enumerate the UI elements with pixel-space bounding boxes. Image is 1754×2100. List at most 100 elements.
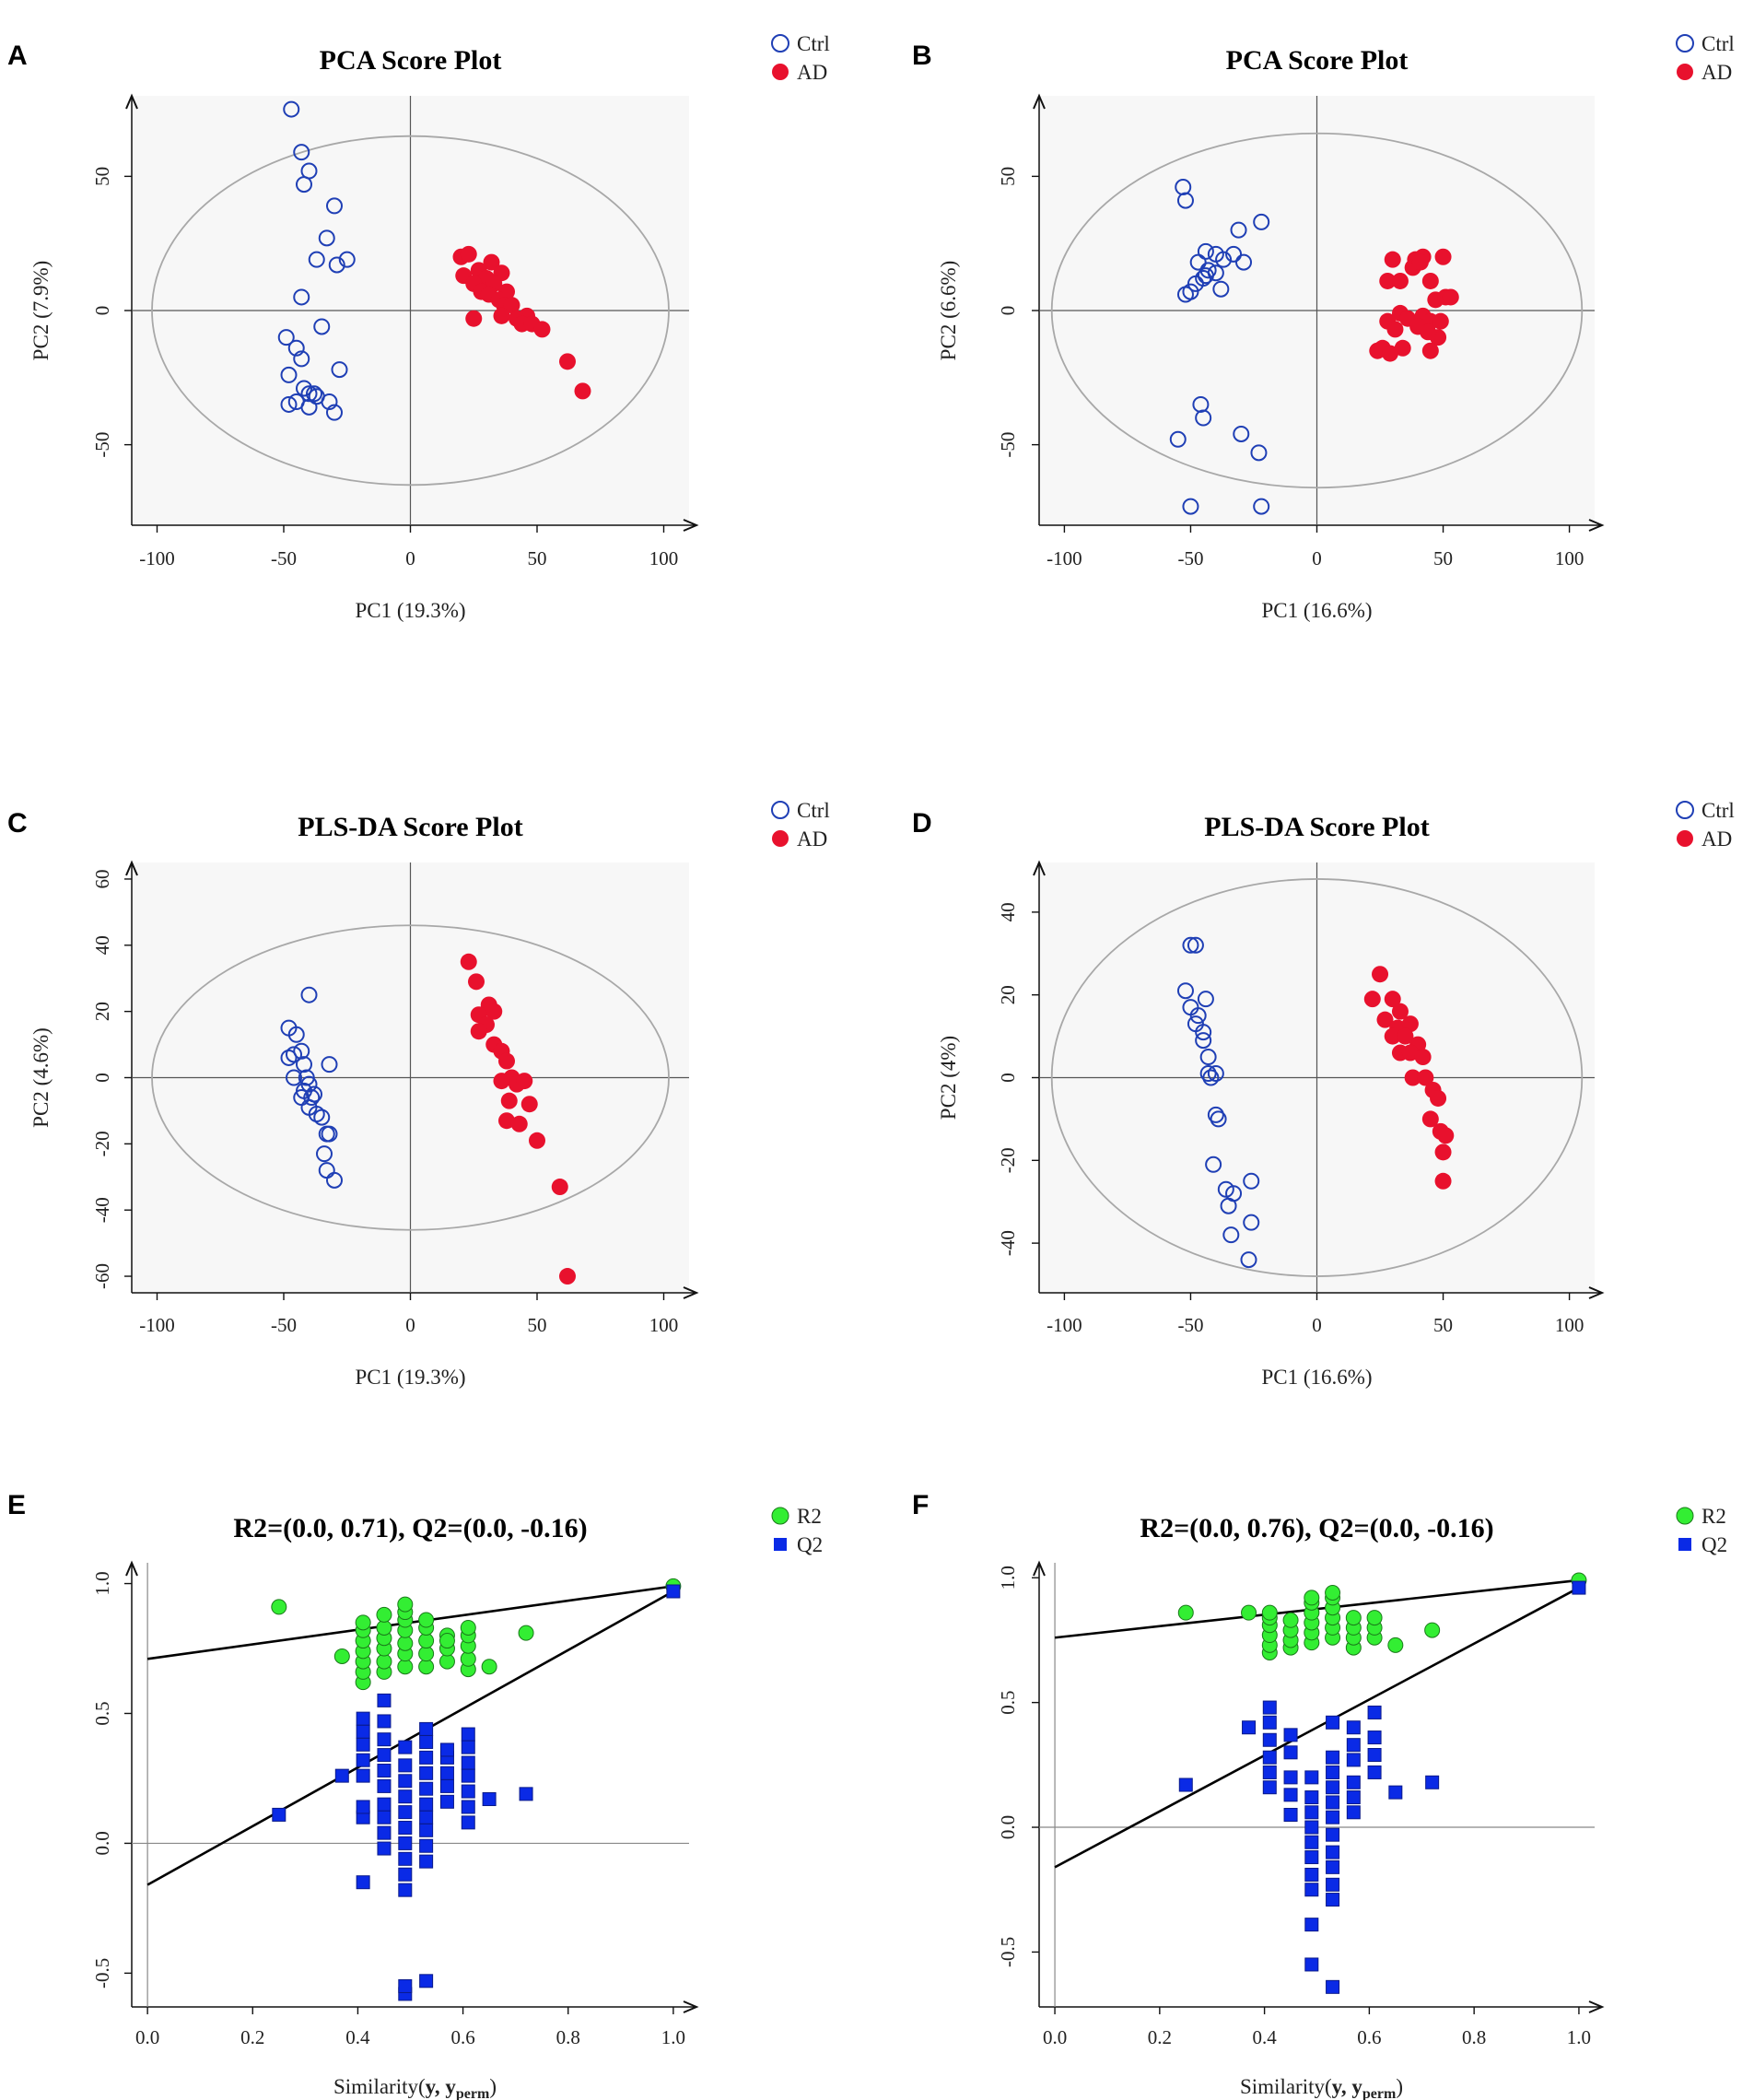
- data-point-ctrl: [280, 366, 298, 383]
- y-tick-label: -60: [91, 1263, 113, 1289]
- legend-label: AD: [797, 827, 827, 851]
- y-tick-label: 0.0: [997, 1815, 1019, 1839]
- x-axis-label: PC1 (16.6%): [1261, 1366, 1372, 1389]
- legend-label: Ctrl: [797, 32, 830, 55]
- series-ad: [1363, 966, 1455, 1190]
- data-point-ctrl: [1235, 253, 1253, 271]
- legend-marker-ad: [1677, 830, 1693, 847]
- x-tick-label: 50: [1433, 547, 1453, 569]
- data-point-r2: [1366, 1610, 1383, 1626]
- data-point-ad: [1384, 991, 1401, 1008]
- chart-title: PCA Score Plot: [1226, 45, 1409, 76]
- data-point-ctrl: [303, 1089, 321, 1107]
- y-axis-arrow: [125, 93, 138, 110]
- data-point-q2: [1304, 1835, 1319, 1849]
- data-point-ctrl: [1182, 936, 1199, 954]
- data-point-q2: [1572, 1580, 1586, 1595]
- data-point-ad: [1434, 1144, 1452, 1161]
- data-point-ctrl: [326, 197, 343, 215]
- data-point-q2: [377, 1693, 392, 1707]
- x-tick-label: 100: [649, 547, 679, 569]
- legend-label: Q2: [797, 1533, 823, 1556]
- data-point-ad: [498, 1052, 515, 1070]
- chart-title: R2=(0.0, 0.76), Q2=(0.0, -0.16): [1140, 1513, 1493, 1543]
- data-point-q2: [356, 1711, 370, 1726]
- legend-label: Ctrl: [797, 799, 830, 822]
- data-point-q2: [1304, 1805, 1319, 1820]
- data-point-ctrl: [286, 1069, 302, 1086]
- data-point-ctrl: [318, 229, 335, 247]
- data-point-q2: [1304, 1850, 1319, 1865]
- data-point-q2: [1326, 1795, 1340, 1810]
- data-point-q2: [439, 1742, 454, 1757]
- data-point-r2: [333, 1648, 350, 1664]
- x-tick-label: -50: [1177, 547, 1203, 569]
- x-tick-label: 50: [528, 547, 547, 569]
- data-point-q2: [377, 1748, 392, 1763]
- data-point-q2: [1326, 1810, 1340, 1824]
- x-tick-label: 50: [528, 1314, 547, 1336]
- series-q2: [272, 1584, 681, 2001]
- y-tick-label: 0: [997, 306, 1019, 316]
- legend-marker-q2: [774, 1538, 787, 1551]
- data-point-ad: [503, 297, 520, 314]
- x-tick-label: -50: [1177, 1314, 1203, 1336]
- y-axis-label: PC2 (4.6%): [29, 1027, 53, 1128]
- x-tick-label: 0.6: [450, 2026, 474, 2048]
- legend-marker-ctrl: [771, 801, 789, 819]
- data-point-q2: [519, 1787, 533, 1801]
- x-tick-label: 1.0: [1567, 2026, 1591, 2048]
- y-axis-label: PC2 (7.9%): [29, 261, 53, 361]
- y-tick-label: 1.0: [91, 1571, 113, 1595]
- data-point-r2: [460, 1619, 476, 1636]
- data-point-q2: [356, 1875, 370, 1890]
- data-point-ctrl: [296, 176, 312, 194]
- data-point-q2: [1242, 1720, 1257, 1735]
- data-point-ad: [1372, 966, 1389, 983]
- data-point-ctrl: [1176, 982, 1194, 1000]
- series-r2: [271, 1578, 682, 1691]
- x-tick-label: 100: [1555, 547, 1584, 569]
- data-point-ad: [1442, 288, 1459, 306]
- series-ctrl: [1176, 936, 1260, 1269]
- data-point-q2: [1178, 1777, 1193, 1792]
- data-point-ctrl: [1240, 1251, 1257, 1269]
- data-point-ctrl: [1210, 1110, 1227, 1128]
- data-point-ctrl: [1199, 1049, 1217, 1066]
- data-point-ad: [1434, 1172, 1452, 1190]
- data-point-ctrl: [1195, 1024, 1212, 1041]
- data-point-q2: [334, 1768, 349, 1783]
- x-tick-label: 0: [405, 1314, 415, 1336]
- data-point-q2: [461, 1755, 475, 1770]
- data-point-ctrl: [308, 388, 325, 405]
- x-tick-label: 100: [649, 1314, 679, 1336]
- data-point-ctrl: [293, 350, 310, 368]
- data-point-ctrl: [1253, 498, 1270, 515]
- data-point-q2: [377, 1841, 392, 1856]
- data-point-ad: [1430, 1089, 1447, 1107]
- data-point-q2: [1283, 1788, 1298, 1802]
- data-point-q2: [419, 1838, 434, 1853]
- data-point-q2: [1283, 1770, 1298, 1785]
- data-point-ad: [1401, 1015, 1419, 1033]
- data-point-q2: [1326, 1750, 1340, 1765]
- data-point-ad: [1420, 323, 1437, 341]
- data-point-ad: [500, 1092, 518, 1109]
- data-point-ad: [516, 1073, 533, 1090]
- data-point-ctrl: [1199, 1065, 1217, 1083]
- data-point-ad: [1437, 1127, 1455, 1144]
- data-point-ctrl: [1243, 1172, 1260, 1190]
- y-tick-label: 20: [997, 985, 1019, 1004]
- data-point-q2: [1326, 1859, 1340, 1874]
- data-point-r2: [1261, 1604, 1278, 1621]
- data-point-ctrl: [1212, 280, 1230, 298]
- data-point-ad: [470, 1023, 487, 1040]
- confidence-ellipse: [151, 924, 670, 1231]
- data-point-ctrl: [326, 1171, 343, 1189]
- data-point-ctrl: [321, 1056, 338, 1073]
- chart-panel-c: C PLS-DA Score Plot -100 -50 0 50 100 -60 -40 -20…: [7, 799, 830, 1389]
- data-point-ad: [1432, 312, 1449, 330]
- confidence-ellipse: [1050, 132, 1584, 489]
